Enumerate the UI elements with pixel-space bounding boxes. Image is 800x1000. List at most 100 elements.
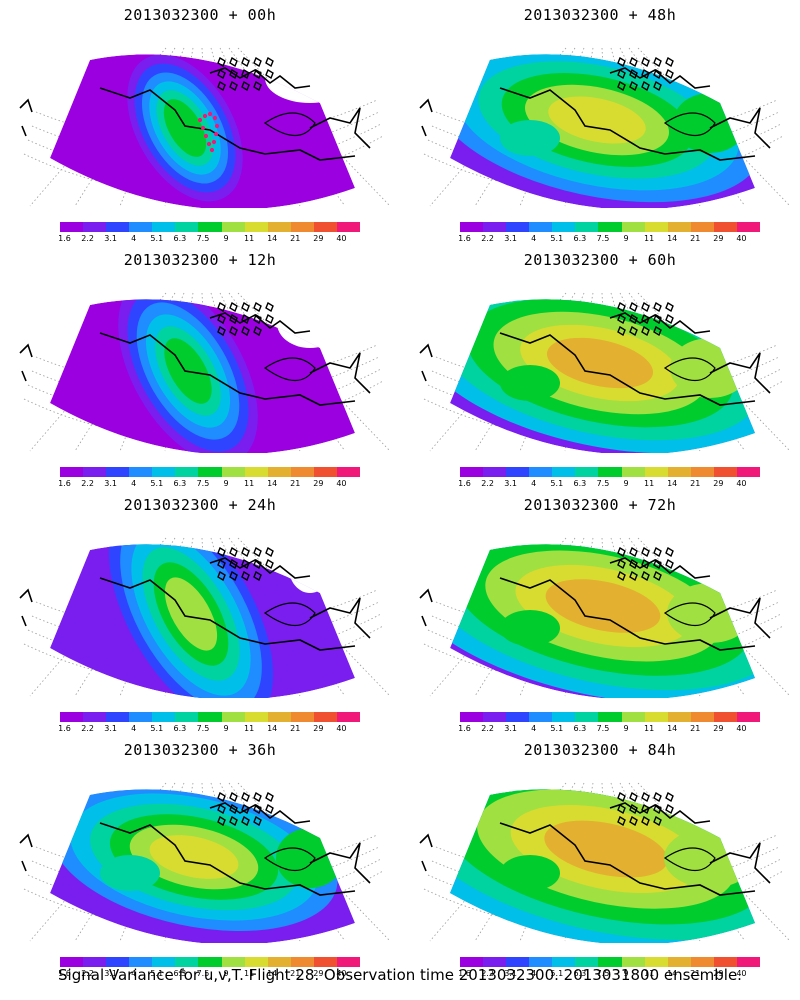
colorbar-tick-label: 7.5 [596, 724, 610, 733]
colorbar-swatch [175, 467, 199, 477]
panel-title: 2013032300 + 36h [123, 741, 277, 759]
colorbar-tick-label: 5.1 [550, 969, 564, 978]
forecast-panel: 2013032300 + 36h 1.6 2.2 3.1 4 5.1 6.3 7.5 9 11 14… [0, 735, 400, 980]
colorbar-tick-label: 2.2 [81, 969, 94, 978]
colorbar-swatch [598, 467, 622, 477]
colorbar-tick-label: 7.5 [596, 969, 610, 978]
colorbar-swatch [575, 222, 599, 232]
flight-track [197, 111, 220, 153]
colorbar-swatch [244, 222, 268, 232]
colorbar-swatch [336, 467, 361, 477]
archipelago [617, 56, 674, 92]
colorbar-swatch [529, 467, 553, 477]
colorbar-swatch [644, 957, 668, 967]
colorbar-swatch [152, 222, 176, 232]
colorbar-tick-label: 3.1 [504, 969, 518, 978]
colorbar-swatch [736, 957, 761, 967]
colorbar-tick-label: 7.5 [196, 234, 210, 243]
colorbar-tick-label: 21 [690, 969, 701, 978]
colorbar-swatch [552, 712, 576, 722]
colorbar-swatch [198, 222, 222, 232]
colorbar-swatch [106, 712, 130, 722]
colorbar-tick-label: 9 [223, 234, 229, 243]
colorbar-swatch [506, 712, 530, 722]
variance-field [450, 54, 755, 208]
colorbar-swatch [290, 222, 314, 232]
colorbar-swatch [644, 222, 668, 232]
colorbar-swatch [483, 467, 507, 477]
colorbar-tick-label: 11 [644, 969, 655, 978]
colorbar-tick-label: 2.2 [481, 234, 494, 243]
colorbar-tick-label: 40 [736, 969, 747, 978]
colorbar-swatch [598, 957, 622, 967]
archipelago [617, 791, 674, 827]
colorbar-tick-label: 4 [131, 479, 137, 488]
colorbar-swatch [244, 712, 268, 722]
colorbar-tick-label: 9 [223, 724, 229, 733]
colorbar-swatch [152, 957, 176, 967]
colorbar-tick-label: 11 [644, 234, 655, 243]
colorbar-tick-label: 1.6 [58, 724, 71, 733]
colorbar-swatch [690, 222, 714, 232]
colorbar-swatch [290, 957, 314, 967]
colorbar-tick-label: 14 [267, 724, 278, 733]
colorbar-tick-label: 11 [644, 724, 655, 733]
colorbar-swatch [690, 467, 714, 477]
colorbar-swatch [198, 467, 222, 477]
variance-map [19, 782, 390, 943]
colorbar-tick-label: 7.5 [596, 479, 610, 488]
colorbar-tick-label: 21 [690, 724, 701, 733]
panel-title: 2013032300 + 00h [123, 6, 277, 24]
colorbar-swatch [60, 222, 84, 232]
colorbar-swatch [506, 467, 530, 477]
colorbar-tick-label: 6.3 [173, 969, 187, 978]
colorbar-swatch [483, 222, 507, 232]
colorbar-tick-label: 3.1 [104, 479, 118, 488]
panel-title: 2013032300 + 24h [123, 496, 277, 514]
colorbar-tick-label: 21 [690, 234, 701, 243]
colorbar-swatch [244, 467, 268, 477]
colorbar-swatch [106, 957, 130, 967]
colorbar-tick-label: 1.6 [458, 724, 471, 733]
colorbar-swatch [198, 957, 222, 967]
variance-map [419, 782, 790, 943]
colorbar-tick-label: 5.1 [150, 234, 164, 243]
colorbar-swatch [221, 467, 245, 477]
colorbar-legend: 1.6 2.2 3.1 4 5.1 6.3 7.5 9 11 14 21 29 40 [458, 222, 761, 246]
colorbar-swatch [598, 712, 622, 722]
colorbar-swatch [460, 222, 484, 232]
colorbar-swatch [336, 222, 361, 232]
colorbar-tick-label: 29 [713, 969, 724, 978]
colorbar-swatch [690, 957, 714, 967]
forecast-panel: 2013032300 + 24h 1.6 2.2 3.1 4 5.1 6.3 7.5 9 11 14… [0, 490, 400, 735]
colorbar-tick-label: 5.1 [550, 479, 564, 488]
variance-map [19, 292, 390, 453]
colorbar-swatch [106, 222, 130, 232]
colorbar-swatch [221, 957, 245, 967]
colorbar-tick-label: 14 [667, 969, 678, 978]
colorbar-legend: 1.6 2.2 3.1 4 5.1 6.3 7.5 9 11 14 21 29 40 [458, 712, 761, 736]
colorbar-tick-label: 3.1 [104, 969, 118, 978]
variance-map [419, 292, 790, 453]
colorbar-legend: 1.6 2.2 3.1 4 5.1 6.3 7.5 9 11 14 21 29 40 [58, 222, 361, 246]
colorbar-tick-label: 1.6 [458, 234, 471, 243]
colorbar-tick-label: 6.3 [173, 479, 187, 488]
variance-map [19, 537, 390, 698]
colorbar-tick-label: 4 [531, 969, 537, 978]
colorbar-tick-label: 9 [623, 479, 629, 488]
colorbar-swatch [713, 222, 737, 232]
colorbar-tick-label: 29 [313, 479, 324, 488]
coastlines [419, 557, 771, 651]
colorbar-swatch [129, 957, 153, 967]
colorbar-swatch [552, 222, 576, 232]
colorbar-tick-label: 29 [713, 479, 724, 488]
colorbar-swatch [221, 712, 245, 722]
colorbar-tick-label: 9 [223, 479, 229, 488]
colorbar-swatch [713, 467, 737, 477]
colorbar-tick-label: 3.1 [104, 234, 118, 243]
colorbar-tick-label: 5.1 [150, 969, 164, 978]
colorbar-tick-label: 2.2 [481, 724, 494, 733]
colorbar-swatch [313, 957, 337, 967]
colorbar-swatch [667, 712, 691, 722]
colorbar-legend: 1.6 2.2 3.1 4 5.1 6.3 7.5 9 11 14 21 29 40 [458, 957, 761, 981]
